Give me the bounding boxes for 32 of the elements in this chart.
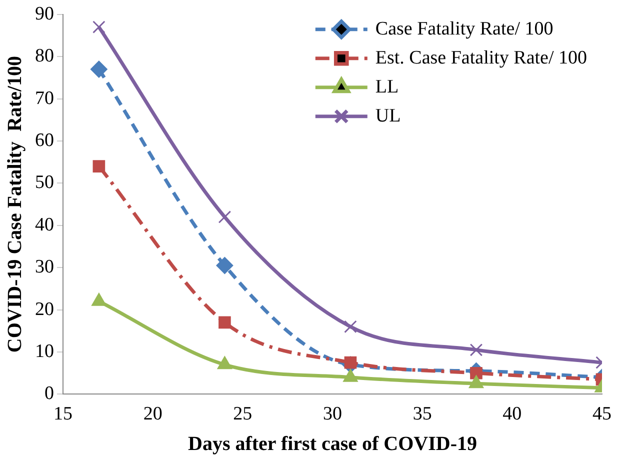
x-tick-label: 40 xyxy=(502,404,522,425)
y-tick-label: 70 xyxy=(35,88,54,109)
y-tick-label: 30 xyxy=(35,256,54,278)
point xyxy=(216,256,234,274)
point xyxy=(218,316,231,329)
legend-label: LL xyxy=(375,76,399,98)
x-tick-label: 20 xyxy=(143,404,162,425)
y-tick-label: 10 xyxy=(35,340,54,362)
x-tick-label: 15 xyxy=(54,404,72,425)
y-tick-label: 60 xyxy=(35,130,54,151)
y-tick-label: 90 xyxy=(35,3,54,24)
y-tick-label: 20 xyxy=(35,298,54,320)
point xyxy=(470,343,483,356)
point xyxy=(92,20,106,34)
legend-label: Est. Case Fatality Rate/ 100 xyxy=(375,47,587,68)
y-tick-label: 50 xyxy=(35,172,54,194)
y-axis-title: COVID-19 Case Fatality Rate/100 xyxy=(4,56,26,353)
point xyxy=(218,210,232,224)
point xyxy=(90,60,108,78)
y-tick-label: 40 xyxy=(35,214,54,236)
x-tick-label: 35 xyxy=(412,404,432,425)
legend-label: Case Fatality Rate/ 100 xyxy=(375,18,554,40)
point xyxy=(470,366,482,380)
point xyxy=(92,160,106,172)
x-tick-label: 25 xyxy=(233,404,252,425)
x-tick-label: 45 xyxy=(592,404,612,425)
x-axis-title: Days after first case of COVID-19 xyxy=(188,433,478,456)
x-tick-label: 30 xyxy=(323,404,342,425)
y-tick-label: 0 xyxy=(44,383,54,404)
y-tick-label: 80 xyxy=(35,46,54,67)
point xyxy=(344,320,357,334)
legend-label: UL xyxy=(375,105,401,126)
